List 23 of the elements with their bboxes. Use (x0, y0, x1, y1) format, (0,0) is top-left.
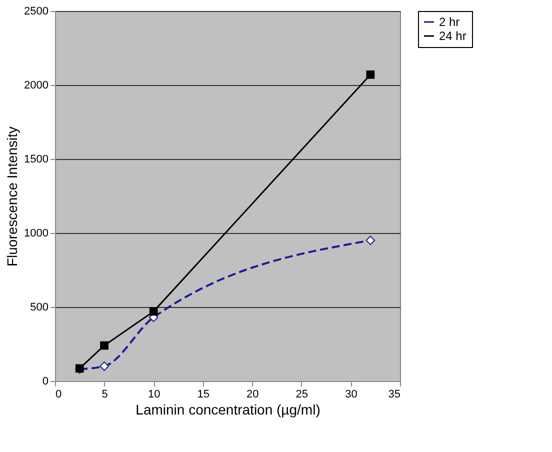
x-axis-title: Laminin concentration (µg/ml) (136, 402, 320, 418)
x-tick-label: 10 (148, 388, 160, 400)
y-tick-label: 0 (42, 376, 48, 388)
y-tick-label: 2000 (24, 80, 48, 92)
x-tick-label: 5 (102, 388, 108, 400)
x-tick-label: 20 (246, 388, 259, 400)
legend-label: 24 hr (439, 29, 466, 43)
y-axis-title: Fluorescence Intensity (4, 126, 20, 267)
point (100, 362, 109, 371)
point (149, 307, 158, 316)
y-tick-label: 1500 (24, 154, 48, 166)
x-tick-label: 35 (388, 388, 400, 400)
point (100, 341, 108, 350)
y-tick-label: 1000 (24, 228, 48, 240)
y-tick-label: 2500 (24, 6, 48, 18)
x-tick-label: 15 (197, 388, 210, 400)
x-tick-label: 25 (296, 388, 308, 400)
legend-label: 2 hr (439, 15, 460, 29)
point (366, 236, 376, 246)
x-tick-label: 0 (56, 388, 62, 400)
x-tick-label: 30 (345, 388, 358, 400)
point (366, 70, 375, 79)
y-tick-label: 500 (30, 302, 48, 314)
